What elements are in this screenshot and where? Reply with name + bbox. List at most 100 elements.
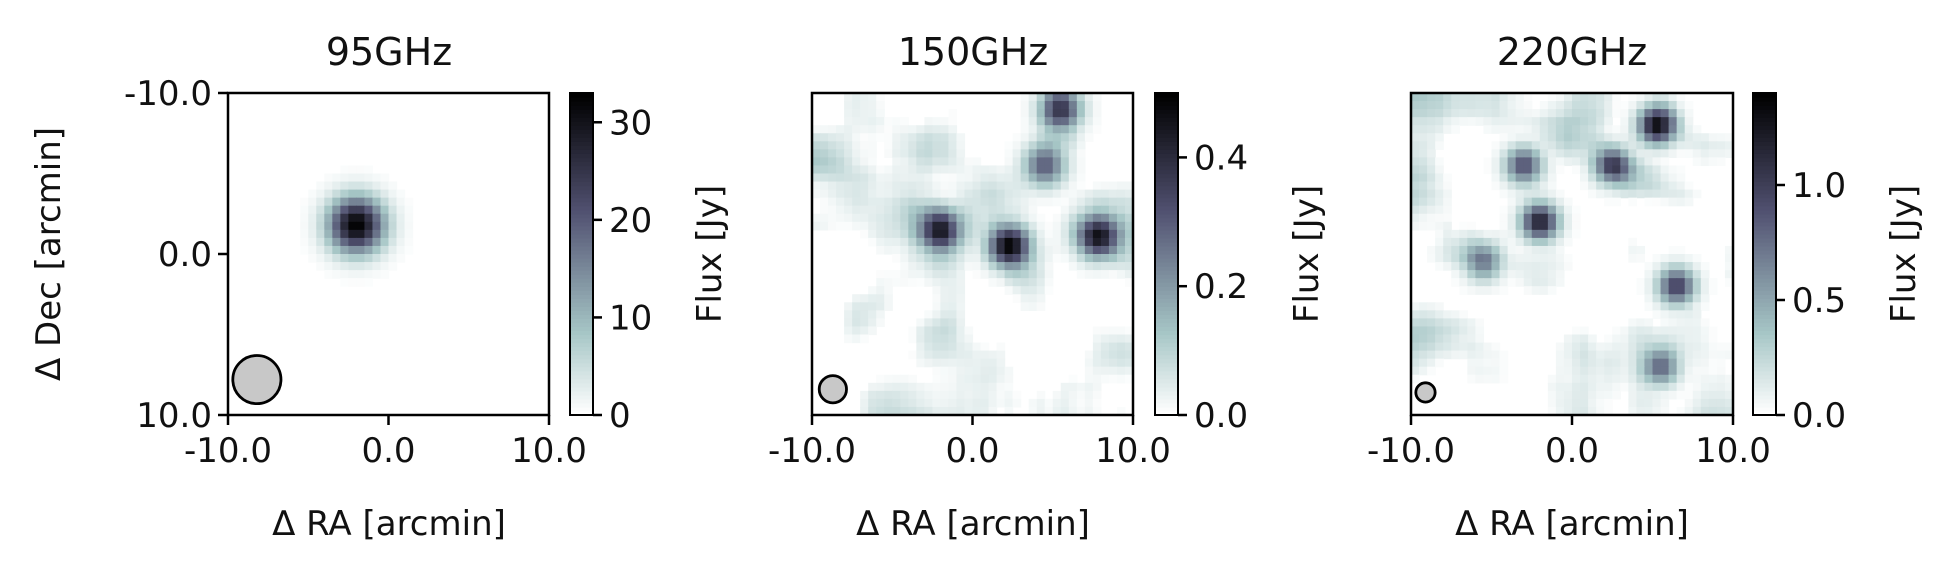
heatmap-cell (1547, 149, 1557, 158)
heatmap-cell (1411, 109, 1420, 118)
heatmap-cell (1108, 270, 1118, 279)
heatmap-cell (1411, 165, 1420, 175)
heatmap-cell (1612, 165, 1621, 175)
heatmap-cell (868, 117, 877, 126)
colorbar-step (1155, 318, 1178, 324)
heatmap-cell (1044, 133, 1054, 142)
heatmap-cell (956, 149, 966, 158)
heatmap-cell (1499, 262, 1509, 271)
heatmap-cell (868, 302, 877, 311)
heatmap-cell (1636, 181, 1646, 191)
heatmap-cell (1708, 286, 1718, 295)
heatmap-cell (1427, 205, 1436, 215)
colorbar-step (570, 334, 593, 340)
colorbar-label: Flux [Jy] (1287, 185, 1327, 323)
heatmap-cell (1443, 125, 1452, 134)
heatmap-cell (404, 213, 414, 223)
colorbar-step (1155, 169, 1178, 175)
heatmap-cell (1644, 382, 1654, 392)
heatmap-cell (1507, 141, 1517, 150)
heatmap-cell (1499, 237, 1509, 247)
heatmap-cell (900, 245, 909, 255)
heatmap-cell (956, 278, 966, 287)
heatmap-cell (1451, 117, 1460, 126)
colorbar-step (570, 314, 593, 320)
heatmap-cell (1451, 270, 1460, 279)
heatmap-cell (1092, 205, 1102, 215)
heatmap-cell (1684, 286, 1694, 295)
y-tick-label: -10.0 (124, 74, 212, 114)
heatmap-cell (1572, 398, 1581, 408)
heatmap-cell (1435, 262, 1444, 271)
heatmap-cell (852, 165, 861, 175)
heatmap-cell (1604, 398, 1613, 408)
heatmap-cell (876, 109, 885, 118)
colorbar-step (1753, 302, 1776, 307)
heatmap-cell (1068, 125, 1078, 134)
heatmap-cell (388, 181, 398, 191)
heatmap-cell (1467, 366, 1476, 376)
heatmap-cell (980, 270, 990, 279)
colorbar-step (1753, 402, 1776, 408)
heatmap-cell (924, 181, 933, 191)
heatmap-cell (1459, 237, 1468, 247)
heatmap-cell (1708, 157, 1718, 167)
heatmap-cell (908, 382, 917, 392)
colorbar-step (1155, 386, 1178, 392)
heatmap-cell (1572, 133, 1581, 142)
colorbar-step (570, 354, 593, 360)
heatmap-cell (1612, 374, 1621, 384)
heatmap-cell (396, 197, 406, 207)
heatmap-cell (1580, 165, 1589, 175)
heatmap-cell (1419, 358, 1428, 368)
colorbar-step (570, 406, 593, 412)
heatmap-cell (1547, 237, 1557, 247)
heatmap-cell (404, 245, 414, 255)
heatmap-cell (1531, 270, 1541, 279)
colorbar-step (1753, 314, 1776, 320)
heatmap-cell (1676, 133, 1686, 142)
colorbar-step (1155, 314, 1178, 320)
heatmap-cell (972, 221, 982, 231)
heatmap-cell (1499, 181, 1509, 191)
heatmap-cell (1044, 406, 1054, 416)
heatmap-cell (1419, 342, 1428, 352)
colorbar-step (1753, 290, 1776, 295)
heatmap-cell (1644, 270, 1654, 279)
heatmap-cell (972, 254, 982, 263)
heatmap-cell (876, 302, 885, 311)
heatmap-cell (1539, 165, 1549, 175)
heatmap-cell (1531, 133, 1541, 142)
heatmap-cell (1467, 229, 1476, 239)
heatmap-cell (1483, 165, 1493, 175)
colorbar-step (1753, 326, 1776, 332)
heatmap-cell (1563, 366, 1573, 376)
heatmap-cell (388, 262, 398, 271)
heatmap-cell (860, 157, 869, 167)
heatmap-cell (972, 245, 982, 255)
colorbar-step (1753, 366, 1776, 372)
colorbar-step (570, 342, 593, 348)
heatmap-cell (1716, 141, 1726, 150)
heatmap-cell (1563, 398, 1573, 408)
heatmap-cell (1116, 334, 1126, 344)
heatmap-cell (972, 366, 982, 376)
heatmap-cell (1020, 278, 1030, 287)
colorbar-step (1753, 185, 1776, 191)
heatmap-cell (980, 406, 990, 416)
heatmap-cell (932, 342, 942, 352)
colorbar-step (1753, 105, 1776, 110)
heatmap-cell (1028, 254, 1038, 263)
heatmap-cell (908, 141, 917, 150)
heatmap-cell (860, 390, 869, 400)
colorbar-step (1753, 181, 1776, 187)
heatmap-cell (860, 302, 869, 311)
heatmap-cell (1531, 278, 1541, 287)
heatmap-cell (956, 181, 966, 191)
heatmap-cell (1700, 149, 1710, 158)
heatmap-cell (1507, 262, 1517, 271)
heatmap-cell (1483, 109, 1493, 118)
colorbar-tick-label: 0.0 (1194, 396, 1248, 436)
heatmap-cell (1604, 181, 1613, 191)
colorbar-step (570, 213, 593, 219)
